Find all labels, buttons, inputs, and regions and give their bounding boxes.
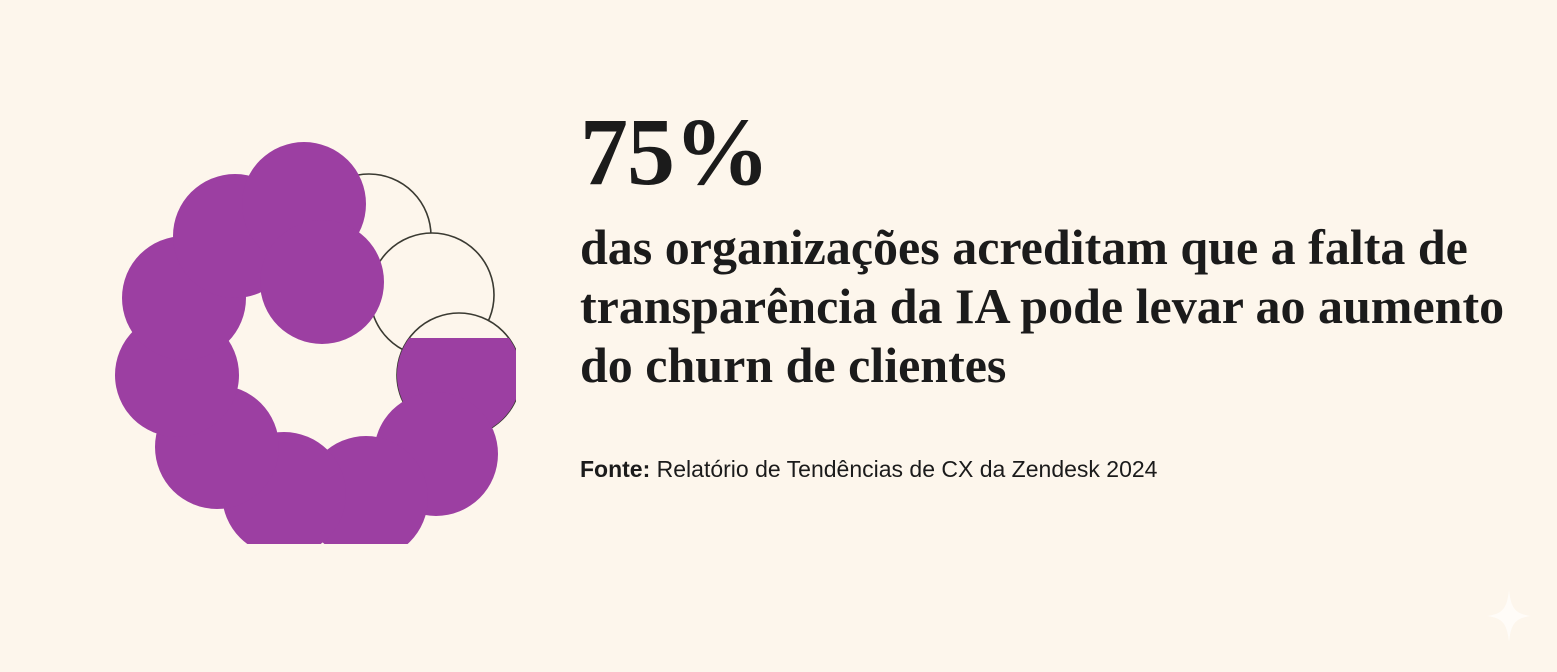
- source-text: Relatório de Tendências de CX da Zendesk…: [650, 456, 1158, 482]
- ring-dot-full: [260, 220, 384, 344]
- source-line: Fonte: Relatório de Tendências de CX da …: [580, 455, 1530, 485]
- text-column: 75% das organizações acreditam que a fal…: [580, 104, 1530, 485]
- source-label: Fonte:: [580, 456, 651, 482]
- sparkle-icon: [1487, 590, 1531, 642]
- percentage-ring-chart: [115, 142, 516, 544]
- stat-description: das organizações acreditam que a falta d…: [580, 219, 1505, 393]
- stat-value: 75%: [580, 98, 770, 205]
- ring-dot-group: [115, 142, 516, 544]
